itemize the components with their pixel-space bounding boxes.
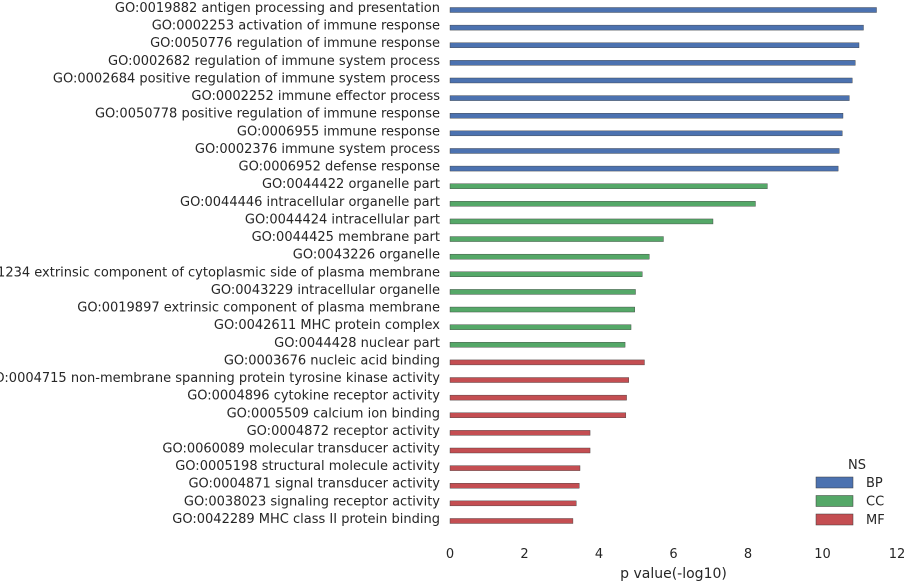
- bar-go-0019897: [449, 306, 635, 313]
- legend-swatch-cc: [815, 495, 854, 507]
- category-label: GO:0050776 regulation of immune response: [150, 36, 440, 51]
- bar-go-0043226: [449, 253, 650, 260]
- bar-go-0004896: [449, 394, 627, 401]
- category-label: GO:0044425 membrane part: [252, 230, 440, 245]
- category-label: GO:0006955 immune response: [237, 124, 440, 139]
- bar-go-0031234: [449, 271, 643, 277]
- bar-go-0002376: [449, 148, 840, 154]
- category-label: GO:0002376 immune system process: [195, 142, 440, 157]
- bar-go-0044425: [449, 236, 664, 242]
- legend-label-cc: CC: [866, 495, 884, 510]
- x-axis-ticks: 0 2 4 6 8 10 12: [446, 547, 905, 562]
- category-label: GO:0044422 organelle part: [262, 177, 440, 192]
- category-label: GO:0004715 non-membrane spanning protein…: [0, 371, 440, 386]
- bar-go-0004872: [449, 430, 591, 436]
- category-label: GO:0004872 receptor activity: [247, 424, 441, 439]
- bar-go-0050778: [449, 113, 844, 119]
- category-label: GO:0004896 cytokine receptor activity: [187, 389, 440, 404]
- bar-go-0043229: [449, 289, 636, 295]
- bar-go-0060089: [449, 447, 591, 454]
- bar-go-0044446: [449, 201, 756, 207]
- bar-go-0003676: [449, 359, 645, 366]
- bar-go-0005198: [449, 465, 581, 471]
- bar-go-0004871: [449, 483, 580, 489]
- category-label: GO:0002252 immune effector process: [191, 89, 440, 104]
- category-label: GO:0044428 nuclear part: [274, 336, 440, 351]
- category-label: GO:0031234 extrinsic component of cytopl…: [0, 265, 440, 280]
- category-label: GO:0006952 defense response: [239, 160, 441, 175]
- x-tick-label: 12: [889, 547, 906, 562]
- bar-go-0002684: [449, 77, 853, 84]
- category-label: GO:0042611 MHC protein complex: [214, 318, 440, 333]
- bar-go-0042289: [449, 518, 574, 524]
- category-label: GO:0042289 MHC class II protein binding: [172, 512, 440, 527]
- bar-go-0044424: [449, 218, 714, 225]
- category-label: GO:0050778 positive regulation of immune…: [95, 107, 440, 122]
- category-label: GO:0004871 signal transducer activity: [188, 477, 440, 492]
- x-axis-title: p value(-log10): [620, 566, 727, 582]
- legend-swatch-mf: [815, 513, 854, 526]
- legend-items: BP CC MF: [815, 476, 885, 528]
- category-label: GO:0003676 nucleic acid binding: [224, 353, 440, 368]
- category-label: GO:0043226 organelle: [293, 248, 440, 263]
- bar-go-0044428: [449, 342, 626, 348]
- x-tick-label: 8: [744, 547, 752, 562]
- bar-go-0005509: [449, 412, 627, 418]
- category-label: GO:0060089 molecular transducer activity: [162, 442, 440, 457]
- legend-swatch-bp: [815, 476, 854, 489]
- bar-go-0002682: [449, 60, 856, 66]
- bar-go-0042611: [449, 324, 632, 330]
- category-label: GO:0002682 regulation of immune system p…: [108, 54, 440, 69]
- x-tick-label: 2: [520, 547, 528, 562]
- x-tick-label: 10: [814, 547, 831, 562]
- bar-go-0044422: [449, 183, 768, 189]
- category-label: GO:0002253 activation of immune response: [152, 19, 440, 34]
- category-label: GO:0019882 antigen processing and presen…: [115, 1, 440, 16]
- bar-go-0006952: [449, 165, 839, 172]
- category-label: GO:0002684 positive regulation of immune…: [53, 71, 440, 86]
- legend-label-mf: MF: [866, 513, 885, 528]
- bar-go-0002252: [449, 95, 850, 101]
- category-label: GO:0019897 extrinsic component of plasma…: [77, 301, 440, 316]
- category-label: GO:0005509 calcium ion binding: [227, 406, 440, 421]
- x-tick-label: 0: [446, 547, 454, 562]
- category-label: GO:0043229 intracellular organelle: [211, 283, 440, 298]
- legend: NS BP CC MF: [815, 458, 885, 528]
- category-label: GO:0044424 intracellular part: [245, 212, 440, 227]
- bar-go-0002253: [449, 24, 864, 31]
- x-tick-label: 4: [595, 547, 603, 562]
- category-label: GO:0005198 structural molecule activity: [175, 459, 440, 474]
- category-labels: GO:0019882 antigen processing and presen…: [0, 1, 440, 527]
- bar-go-0006955: [449, 130, 843, 137]
- legend-label-bp: BP: [866, 476, 883, 491]
- category-label: GO:0038023 signaling receptor activity: [184, 494, 440, 509]
- bar-go-0019882: [449, 7, 877, 13]
- category-label: GO:0044446 intracellular organelle part: [180, 195, 440, 210]
- bars-layer: [449, 7, 877, 524]
- bar-go-0004715: [449, 377, 630, 383]
- x-tick-label: 6: [669, 547, 677, 562]
- legend-title: NS: [848, 458, 866, 473]
- bar-go-0038023: [449, 500, 577, 507]
- bar-go-0050776: [449, 42, 860, 48]
